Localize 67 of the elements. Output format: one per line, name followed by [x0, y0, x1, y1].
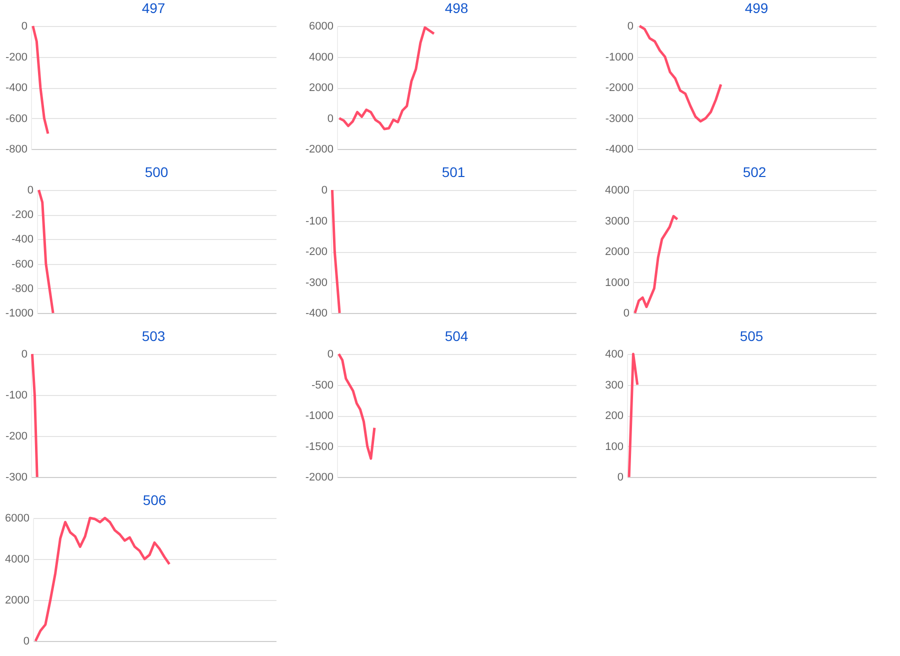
y-tick-label: -1000 — [5, 308, 34, 320]
y-tick-label: 0 — [327, 348, 334, 360]
y-tick-label: -500 — [311, 379, 334, 392]
y-tick-label: -200 — [5, 51, 28, 64]
line-series — [32, 24, 50, 135]
chart-title: 501 — [442, 164, 466, 180]
chart-title: 497 — [142, 0, 166, 16]
line-series — [634, 214, 679, 314]
y-tick-label: 0 — [617, 472, 624, 484]
y-tick-label: -400 — [11, 234, 34, 246]
y-tick-label: 0 — [321, 184, 328, 196]
y-tick-label: 100 — [605, 440, 624, 453]
y-tick-label: 2000 — [309, 82, 334, 94]
chart-title: 499 — [744, 0, 768, 16]
y-tick-label: 1000 — [605, 276, 630, 289]
y-tick-label: -400 — [305, 308, 328, 320]
line-series — [38, 188, 54, 314]
y-tick-label: 3000 — [605, 215, 630, 228]
y-tick-label: 0 — [21, 348, 28, 360]
chart-title: 498 — [444, 0, 468, 16]
y-tick-label: 4000 — [309, 51, 334, 64]
y-tick-label: -200 — [5, 430, 28, 442]
y-tick-label: -600 — [5, 112, 28, 125]
y-tick-label: 2000 — [5, 594, 30, 606]
chart-title: 500 — [144, 164, 168, 180]
line-series — [34, 516, 171, 642]
y-tick-label: -2000 — [605, 82, 634, 94]
y-tick-label: 400 — [605, 348, 624, 360]
y-tick-label: 6000 — [309, 20, 334, 32]
y-tick-label: -1500 — [305, 440, 334, 453]
y-tick-label: 4000 — [605, 184, 630, 196]
y-tick-label: -400 — [5, 82, 28, 94]
y-tick-label: -2000 — [305, 472, 334, 484]
y-tick-label: -800 — [5, 144, 28, 156]
chart-title: 502 — [742, 164, 766, 180]
chart-title: 506 — [142, 492, 166, 508]
y-tick-label: 0 — [27, 184, 34, 196]
y-tick-label: 0 — [23, 636, 30, 648]
y-tick-label: -600 — [11, 258, 34, 270]
y-tick-label: -1000 — [305, 410, 334, 422]
y-tick-label: -300 — [305, 276, 328, 289]
y-tick-label: -800 — [11, 282, 34, 295]
y-tick-label: 2000 — [605, 246, 630, 258]
y-tick-label: -100 — [305, 215, 328, 228]
chart-title: 503 — [142, 328, 166, 344]
y-tick-label: -300 — [5, 472, 28, 484]
y-tick-label: -3000 — [605, 112, 634, 125]
y-tick-label: 0 — [21, 20, 28, 32]
y-tick-label: 0 — [627, 20, 634, 32]
y-tick-label: 0 — [327, 112, 334, 125]
line-series — [330, 188, 341, 314]
y-tick-label: 300 — [605, 379, 624, 392]
line-series — [338, 26, 436, 130]
y-tick-label: 4000 — [5, 554, 30, 566]
line-series — [638, 24, 722, 123]
y-tick-label: 0 — [623, 308, 630, 320]
y-tick-label: -1000 — [605, 51, 634, 64]
y-tick-label: 200 — [605, 410, 624, 422]
line-series — [338, 352, 376, 460]
chart-title: 505 — [740, 328, 764, 344]
chart-title: 504 — [444, 328, 468, 344]
y-tick-label: 6000 — [5, 512, 30, 524]
y-tick-label: -200 — [305, 246, 328, 258]
y-tick-label: -4000 — [605, 144, 634, 156]
y-tick-label: -200 — [11, 209, 34, 222]
y-tick-label: -100 — [5, 390, 28, 402]
y-tick-label: -2000 — [305, 144, 334, 156]
